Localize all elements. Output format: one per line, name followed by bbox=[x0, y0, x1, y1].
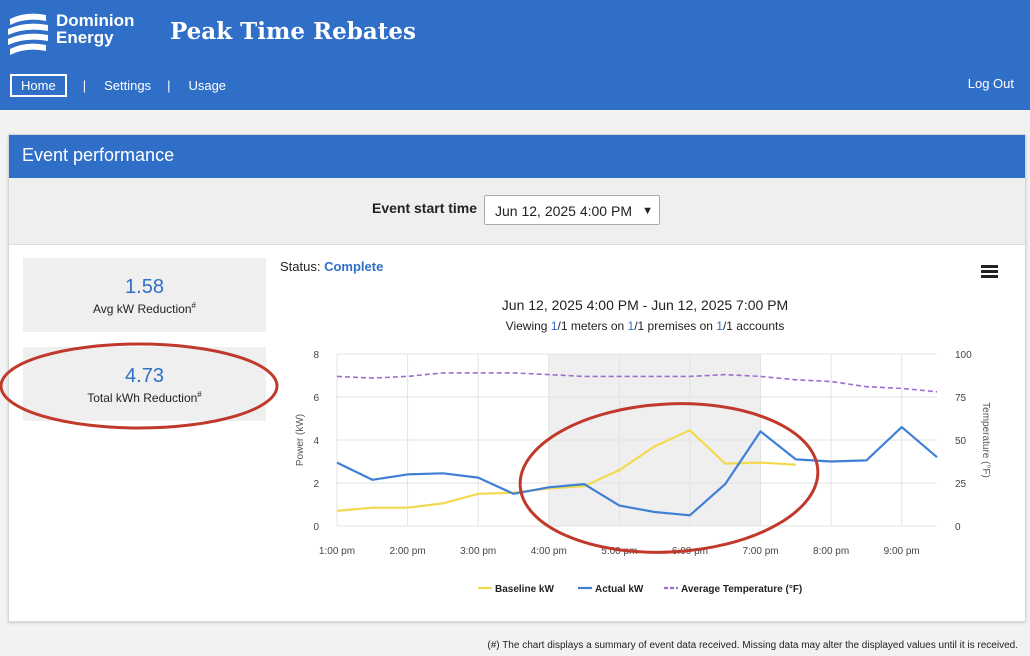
y-tick-label: 4 bbox=[313, 436, 319, 447]
event-start-select[interactable]: Jun 12, 2025 4:00 PM ▼ bbox=[484, 195, 660, 225]
y-tick-label: 8 bbox=[313, 350, 319, 361]
x-tick-label: 3:00 pm bbox=[460, 546, 496, 557]
avg-kw-reduction-panel: 1.58 Avg kW Reduction# bbox=[23, 258, 266, 332]
total-kwh-reduction-value: 4.73 bbox=[125, 365, 164, 387]
status-label: Status: bbox=[280, 259, 321, 274]
nav-usage-link[interactable]: Usage bbox=[188, 77, 227, 93]
event-performance-card: Event performance Event start time Jun 1… bbox=[8, 134, 1026, 622]
event-selector-bar: Event start time Jun 12, 2025 4:00 PM ▼ bbox=[9, 178, 1025, 245]
baseline-kw-line bbox=[336, 429, 796, 512]
legend-label: Baseline kW bbox=[495, 584, 554, 595]
legend-label: Actual kW bbox=[595, 584, 644, 595]
main-nav: Home | Settings | Usage bbox=[10, 73, 226, 97]
y2-tick-label: 100 bbox=[955, 350, 972, 361]
x-tick-label: 1:00 pm bbox=[319, 546, 355, 557]
nav-separator: | bbox=[82, 77, 87, 93]
y2-tick-label: 50 bbox=[955, 436, 967, 447]
y-tick-label: 2 bbox=[313, 479, 319, 490]
y-tick-label: 0 bbox=[313, 522, 319, 533]
header-bar: Dominion Energy Peak Time Rebates Home |… bbox=[0, 0, 1030, 110]
app-title: Peak Time Rebates bbox=[170, 18, 416, 45]
footnote-mark: # bbox=[197, 390, 202, 399]
annotation-circle bbox=[518, 402, 820, 554]
x-tick-label: 2:00 pm bbox=[390, 546, 426, 557]
chevron-down-icon: ▼ bbox=[642, 205, 653, 217]
y-tick-label: 6 bbox=[313, 393, 319, 404]
chart-menu-icon[interactable] bbox=[981, 265, 998, 278]
annotation-circle bbox=[0, 342, 279, 430]
actual-kw-line bbox=[336, 426, 938, 517]
y2-tick-label: 0 bbox=[955, 522, 961, 533]
nav-home-link[interactable]: Home bbox=[10, 73, 67, 97]
y2-tick-label: 75 bbox=[955, 393, 967, 404]
x-tick-label: 4:00 pm bbox=[531, 546, 567, 557]
brand-wordmark: Dominion Energy bbox=[56, 12, 134, 46]
avg-kw-reduction-label: Avg kW Reduction# bbox=[93, 301, 196, 316]
y-axis-title: Power (kW) bbox=[295, 414, 306, 466]
event-start-value: Jun 12, 2025 4:00 PM bbox=[495, 203, 632, 219]
x-tick-label: 9:00 pm bbox=[884, 546, 920, 557]
brand-line-1: Dominion bbox=[56, 11, 135, 30]
temperature-line bbox=[336, 372, 938, 393]
brand-line-2: Energy bbox=[56, 28, 114, 47]
y2-axis-title: Temperature (°F) bbox=[980, 402, 991, 478]
card-title: Event performance bbox=[9, 135, 1025, 178]
total-kwh-reduction-label: Total kWh Reduction# bbox=[87, 390, 202, 405]
event-status: Status: Complete bbox=[280, 259, 383, 274]
x-tick-label: 5:00 pm bbox=[601, 546, 637, 557]
footnote: (#) The chart displays a summary of even… bbox=[487, 640, 1018, 651]
avg-kw-reduction-value: 1.58 bbox=[125, 276, 164, 298]
total-kwh-reduction-panel: 4.73 Total kWh Reduction# bbox=[23, 347, 266, 421]
dominion-energy-logo-icon bbox=[8, 13, 48, 55]
chart-title: Jun 12, 2025 4:00 PM - Jun 12, 2025 7:00… bbox=[501, 297, 789, 313]
y2-tick-label: 25 bbox=[955, 479, 967, 490]
logout-link[interactable]: Log Out bbox=[967, 76, 1014, 91]
nav-settings-link[interactable]: Settings bbox=[104, 77, 152, 93]
chart-subtitle: Viewing 1/1 meters on 1/1 premises on 1/… bbox=[505, 319, 785, 333]
legend-label: Average Temperature (°F) bbox=[681, 584, 802, 595]
event-start-label: Event start time bbox=[372, 200, 478, 216]
x-tick-label: 7:00 pm bbox=[742, 546, 778, 557]
status-value: Complete bbox=[324, 259, 384, 274]
x-tick-label: 8:00 pm bbox=[813, 546, 849, 557]
nav-separator: | bbox=[167, 77, 171, 93]
footnote-mark: # bbox=[191, 301, 196, 310]
